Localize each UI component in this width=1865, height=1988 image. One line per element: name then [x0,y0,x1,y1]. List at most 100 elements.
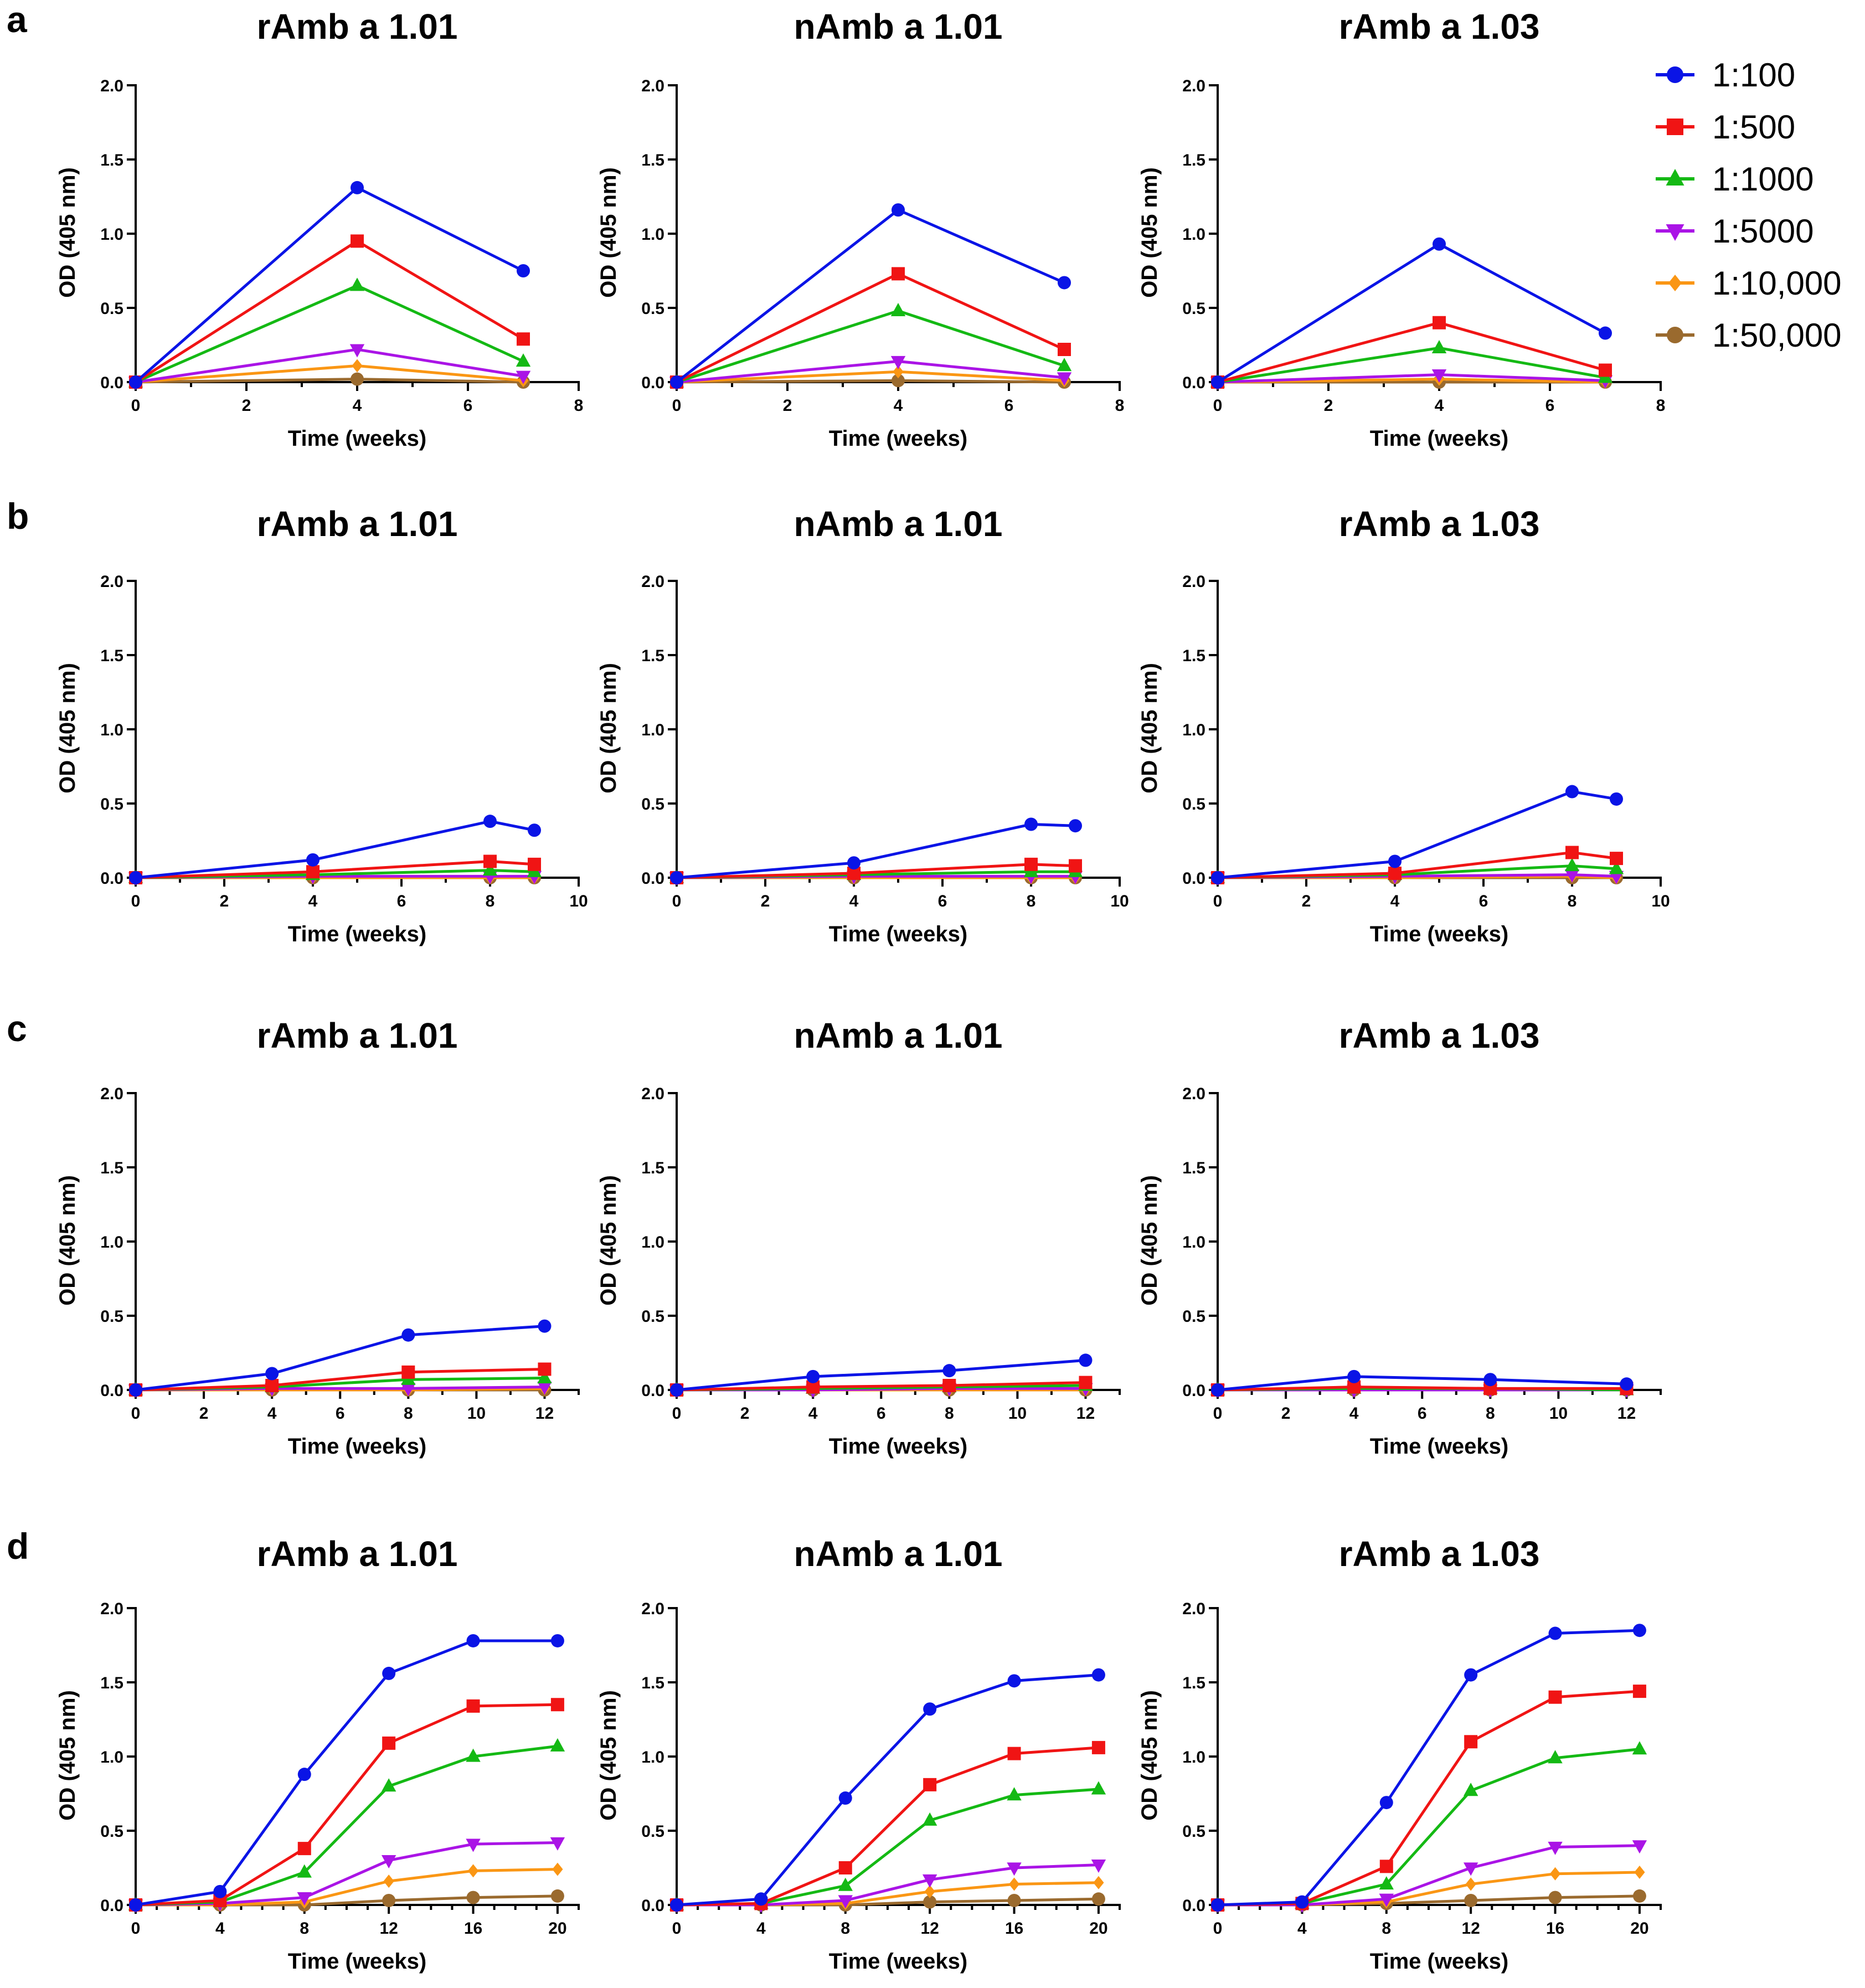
data-point [516,353,531,367]
y-tick-label: 1.0 [641,1748,664,1766]
x-tick-label: 0 [1213,1404,1223,1423]
data-point [1464,1893,1478,1907]
x-tick-label: 0 [131,1404,141,1423]
series-1100 [1211,237,1612,389]
data-point [838,1895,853,1909]
data-point [466,1838,481,1852]
series-1100 [1211,785,1623,884]
x-axis-label: Time (weeks) [829,922,968,946]
chart-title: rAmb a 1.03 [1339,504,1540,544]
x-tick-label: 4 [849,892,859,910]
legend-label: 1:500 [1712,109,1795,146]
data-point [1483,1373,1497,1387]
y-tick-label: 0.0 [641,869,664,888]
data-point [1211,1383,1224,1397]
series-line [1217,1375,1627,1392]
chart-a3: rAmb a 1.03 0.0 0.5 1.0 1.5 2.0 0 2 4 6 8 Time (wee… [1137,7,1665,451]
data-point [1620,1377,1634,1391]
x-tick-label: 4 [1297,1919,1307,1938]
data-point [923,1895,937,1909]
y-tick-label: 0.5 [641,795,664,813]
x-tick-label: 8 [1027,892,1036,910]
data-point [351,181,364,194]
data-point [838,1861,852,1874]
x-tick-label: 8 [1382,1919,1391,1938]
data-point [297,1768,311,1781]
data-point [297,1842,311,1856]
y-tick-label: 0.0 [1182,374,1205,392]
y-tick-label: 0.5 [100,300,123,318]
series-1100 [129,181,530,389]
data-point [550,1889,564,1903]
x-tick-label: 20 [548,1919,566,1938]
chart-a2: nAmb a 1.01 0.0 0.5 1.0 1.5 2.0 0 2 4 6 8 Time (wee… [596,7,1124,451]
y-axis-label: OD (405 nm) [1137,167,1162,298]
legend-label: 1:1000 [1712,161,1814,198]
x-tick-label: 12 [1461,1919,1480,1938]
x-tick-label: 8 [300,1919,309,1938]
y-tick-label: 0.0 [1182,1897,1205,1915]
data-point [1463,1862,1478,1876]
series-1100 [129,815,541,884]
y-tick-label: 0.0 [100,1382,123,1400]
data-point [893,365,904,379]
x-tick-label: 10 [467,1404,486,1423]
series-1500 [1211,846,1623,884]
data-point [1079,1353,1093,1367]
y-tick-label: 1.0 [641,225,664,244]
x-tick-label: 4 [808,1404,818,1423]
x-axis-label: Time (weeks) [288,426,427,451]
series-line [135,239,524,384]
x-tick-label: 0 [1213,892,1223,910]
y-tick-label: 0.0 [1182,1382,1205,1400]
legend-entry: 1:10,000 [1656,265,1842,302]
x-tick-label: 20 [1630,1919,1648,1938]
legend-label: 1:100 [1712,56,1795,94]
y-axis-label: OD (405 nm) [1137,663,1162,794]
data-point [382,1736,396,1750]
y-tick-label: 1.5 [641,647,664,665]
data-point [1058,276,1071,290]
data-point [838,1791,852,1805]
data-point [466,1634,480,1647]
series-line [676,208,1065,383]
data-point [349,277,365,291]
data-point [1609,871,1624,884]
x-tick-label: 6 [336,1404,345,1423]
x-tick-label: 8 [404,1404,413,1423]
data-point [467,1864,479,1878]
data-point [1091,1781,1106,1795]
y-axis-label: OD (405 nm) [55,167,80,298]
data-point [528,857,541,871]
x-axis-label: Time (weeks) [829,1434,968,1459]
data-point [1609,861,1624,874]
series-1100 [129,1634,564,1912]
y-tick-label: 1.5 [100,647,123,665]
y-tick-label: 1.0 [1182,225,1205,244]
legend-entry: 1:1000 [1656,161,1814,198]
y-tick-label: 2.0 [100,1085,123,1103]
data-point [1549,1867,1561,1881]
x-tick-label: 12 [535,1404,554,1423]
x-tick-label: 8 [1656,396,1666,415]
x-tick-label: 6 [938,892,947,910]
x-tick-label: 2 [220,892,229,910]
series-line [676,272,1065,384]
x-axis-label: Time (weeks) [829,426,968,451]
y-tick-label: 1.0 [641,721,664,739]
y-tick-label: 1.5 [1182,1674,1205,1692]
data-point [1211,1898,1224,1912]
data-point [1007,1747,1021,1760]
series-line [135,1744,558,1907]
legend-entry: 1:100 [1656,56,1795,94]
y-axis-label: OD (405 nm) [596,167,621,298]
y-tick-label: 1.5 [1182,151,1205,169]
data-point [1431,339,1447,353]
y-axis-label: OD (405 nm) [55,1690,80,1821]
data-point [528,823,541,837]
data-point [466,1748,481,1762]
data-point [1091,1892,1105,1906]
data-point [297,1892,312,1905]
y-tick-label: 2.0 [1182,77,1205,95]
legend: 1:100 1:500 1:1000 1:5000 1:10,000 1:50,000 [1656,56,1842,354]
